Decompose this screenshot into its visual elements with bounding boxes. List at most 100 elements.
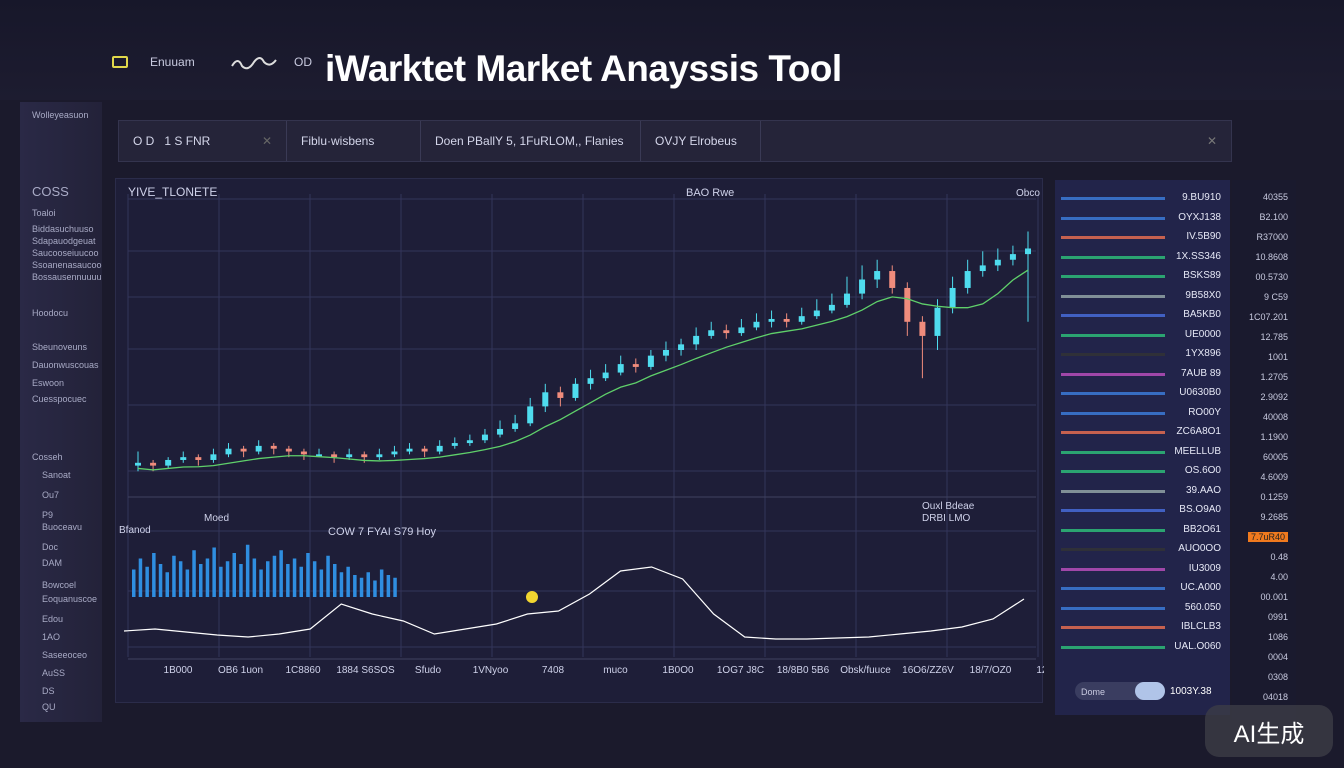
chart-corner-label: Obco (1016, 188, 1040, 199)
depth-value: OYXJ138 (1178, 211, 1221, 223)
candlestick-chart[interactable]: YIVE_TLONETE BAO Rwe Obco Bfanod Moed COW 7 F… (116, 179, 1070, 704)
price-value: 40008 (1262, 412, 1288, 422)
volume-bar (319, 569, 324, 597)
depth-bar (1061, 236, 1165, 239)
depth-bar (1061, 197, 1165, 200)
x-tick-label: 7408 (542, 665, 565, 676)
sidebar-item[interactable]: Sdapauodgeuat (32, 236, 96, 246)
depth-value: UE0000 (1184, 328, 1221, 340)
tab-1[interactable]: O D 1 S FNR ✕ (119, 121, 287, 161)
volume-bar (145, 566, 149, 597)
volume-bar (346, 566, 350, 597)
sidebar-item[interactable]: COSS (32, 184, 69, 199)
zoom-label: OD (294, 55, 312, 69)
sidebar-item[interactable]: QU (42, 702, 56, 712)
price-value: 0.1259 (1260, 492, 1288, 502)
tab-label: OVJY Elrobeus (655, 134, 737, 148)
depth-value: U0630B0 (1179, 387, 1221, 398)
sidebar-item[interactable]: DAM (42, 558, 62, 568)
volume-bar (178, 561, 183, 597)
candle (934, 307, 941, 336)
sidebar-item[interactable]: Biddasuchuuso (32, 224, 94, 234)
candle (979, 265, 986, 272)
close-icon[interactable]: ✕ (261, 134, 272, 148)
price-value: 10.8608 (1255, 252, 1288, 262)
chart-title: YIVE_TLONETE (128, 185, 217, 199)
depth-bar (1061, 489, 1165, 493)
sidebar-item[interactable]: Toaloi (32, 208, 56, 218)
x-tick-label: Sfudo (415, 665, 442, 676)
volume-bar (386, 575, 391, 597)
candle (225, 448, 232, 455)
x-tick-label: 16O6/ZZ6V (902, 665, 954, 676)
sidebar-item[interactable]: Hoodocu (32, 308, 69, 318)
price-value: 00.5730 (1255, 272, 1288, 282)
candle (693, 335, 700, 345)
sidebar-item[interactable]: DS (42, 686, 55, 696)
sidebar-item[interactable]: Eoquanuscoe (42, 594, 98, 604)
x-tick-label: Obsk/fuuce (840, 665, 891, 676)
sidebar-item[interactable]: 1AO (42, 632, 61, 642)
candle (240, 448, 247, 452)
tab-2[interactable]: Fiblu·wisbens (287, 121, 421, 161)
sidebar-item[interactable]: Eswoon (32, 378, 65, 388)
tab-4[interactable]: OVJY Elrobeus (641, 121, 761, 161)
candle (466, 440, 473, 444)
sidebar-item[interactable]: Ssoanenasaucoo (32, 260, 102, 270)
sidebar-item[interactable]: Wolleyeasuon (32, 110, 89, 120)
sidebar-item[interactable]: Cosseh (32, 452, 63, 462)
tab-bar-close[interactable]: ✕ (761, 121, 1231, 161)
candle (768, 318, 775, 322)
sidebar-item[interactable]: AuSS (42, 668, 66, 678)
volume-bar (326, 555, 330, 597)
sidebar-item[interactable]: Sanoat (42, 470, 71, 480)
candle (708, 330, 715, 336)
candle (421, 448, 428, 452)
candle (210, 454, 217, 460)
volume-bar (373, 580, 377, 597)
x-tick-label: 18/7/OZ0 (970, 665, 1012, 676)
candle (617, 364, 624, 373)
sidebar-item[interactable]: Doc (42, 542, 59, 552)
candle (180, 457, 187, 460)
sidebar-item[interactable]: Edou (42, 614, 64, 624)
volume-bar (185, 569, 190, 597)
candle (346, 454, 353, 458)
sidebar-item[interactable]: Bowcoel (42, 580, 77, 590)
tab-3[interactable]: Doen PBallY 5, 1FuRLOM,, Flanies (421, 121, 641, 161)
sidebar-item[interactable]: Bossausennuuuu (32, 272, 102, 282)
volume-bar (172, 555, 176, 597)
sidebar-item[interactable]: Buoceavu (42, 522, 83, 532)
candle (723, 330, 730, 334)
sidebar-item[interactable]: Saseeoceo (42, 650, 88, 660)
lower-panel-tag: Moed (204, 513, 229, 524)
candle (919, 321, 926, 336)
page-title: iWarktet Market Anayssis Tool (325, 48, 842, 89)
candle (165, 459, 172, 466)
slider[interactable]: Dome (1075, 682, 1165, 700)
sidebar: Wolleyeasuon COSS Toaloi Biddasuchuuso Sdapa… (20, 102, 102, 722)
slider-thumb[interactable] (1135, 682, 1165, 700)
candle (1025, 248, 1031, 255)
volume-bar (158, 564, 163, 597)
x-tick-label: OB6 1uon (218, 665, 263, 676)
candle (678, 344, 685, 350)
candle (361, 454, 368, 458)
sidebar-item[interactable]: P9 (42, 510, 54, 520)
volume-bar (286, 564, 290, 597)
candle (587, 378, 594, 384)
price-value: 1.2705 (1260, 372, 1288, 382)
price-value: 0004 (1267, 652, 1288, 662)
x-tick-label: 1B000 (164, 665, 193, 676)
sidebar-item[interactable]: Cuesspocuec (32, 394, 87, 404)
volume-bar (292, 558, 297, 597)
sidebar-item[interactable]: Saucooseiuucoo (32, 248, 99, 258)
candle (753, 321, 760, 328)
price-column: 40355 B2.100 R37000 10.8608 00.5730 9 C59 1C07… (1232, 180, 1296, 720)
candle (889, 271, 896, 288)
indicator-label-right-2: DRBI LMO (922, 513, 971, 524)
sidebar-item[interactable]: Ou7 (42, 490, 60, 500)
sidebar-item[interactable]: Sbeunoveuns (32, 342, 88, 352)
close-icon[interactable]: ✕ (1206, 134, 1217, 148)
sidebar-item[interactable]: Dauonwuscouas (32, 360, 99, 370)
